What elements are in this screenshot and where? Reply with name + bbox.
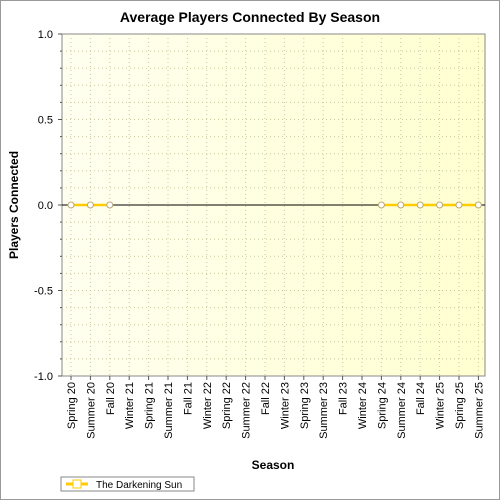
series-layer [67, 201, 482, 209]
x-tick-label: Spring 23 [299, 382, 311, 429]
x-axis: Spring 20 Summer 20 Fall 20 Winter 21 Spring… [66, 376, 485, 439]
x-tick-label: Winter 23 [279, 382, 291, 429]
x-tick-label: Fall 20 [105, 382, 117, 415]
x-tick-label: Summer 23 [318, 382, 330, 439]
x-tick-label: Fall 21 [182, 382, 194, 415]
y-axis: 1.0 0.5 0.0 -0.5 -1.0 [34, 29, 62, 383]
data-point [416, 201, 424, 209]
y-axis-title: Players Connected [7, 151, 21, 259]
data-point [67, 201, 75, 209]
x-tick-label: Summer 22 [241, 382, 253, 439]
x-tick-label: Summer 24 [396, 382, 408, 439]
data-point [455, 201, 463, 209]
data-point [474, 201, 482, 209]
x-tick-label: Fall 23 [338, 382, 350, 415]
x-tick-label: Winter 22 [202, 382, 214, 429]
x-tick-label: Winter 24 [357, 382, 369, 429]
data-point [86, 201, 94, 209]
x-tick-label: Summer 21 [163, 382, 175, 439]
x-tick-label: Spring 22 [221, 382, 233, 429]
data-point [436, 201, 444, 209]
y-tick-label: -0.5 [34, 286, 53, 298]
x-tick-label: Summer 20 [85, 382, 97, 439]
x-tick-label: Winter 25 [435, 382, 447, 429]
x-tick-label: Winter 21 [124, 382, 136, 429]
grid-lines [62, 34, 485, 376]
legend-box [60, 476, 195, 492]
y-tick-label: 1.0 [38, 29, 53, 41]
x-tick-label: Summer 25 [473, 382, 485, 439]
legend-label: The Darkening Sun [96, 480, 182, 491]
x-tick-label: Spring 21 [144, 382, 156, 429]
y-tick-label: 0.0 [38, 200, 53, 212]
x-tick-label: Spring 20 [66, 382, 78, 429]
legend: The Darkening Sun [60, 476, 195, 492]
data-point [397, 201, 405, 209]
x-tick-label: Spring 25 [454, 382, 466, 429]
x-tick-label: Spring 24 [376, 382, 388, 429]
y-tick-label: 0.5 [38, 115, 53, 127]
y-tick-label: -1.0 [34, 371, 53, 383]
x-tick-label: Fall 24 [415, 382, 427, 415]
x-axis-title: Season [252, 458, 295, 472]
legend-swatch-marker [72, 479, 82, 489]
x-tick-label: Fall 22 [260, 382, 272, 415]
data-point [377, 201, 385, 209]
data-point [106, 201, 114, 209]
chart-title: Average Players Connected By Season [120, 9, 380, 25]
